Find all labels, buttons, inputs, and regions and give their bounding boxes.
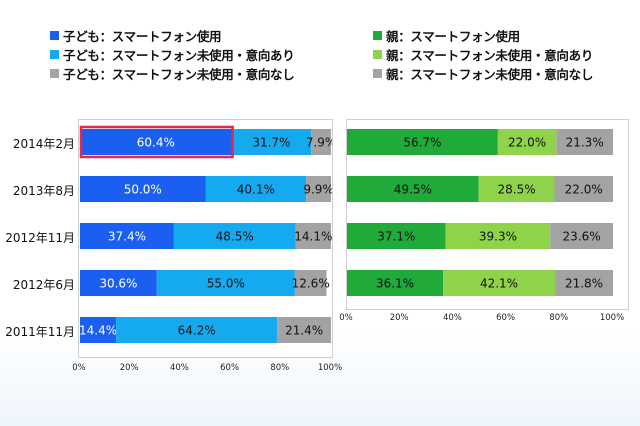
value-label: 60.4% bbox=[137, 136, 175, 150]
bar-segment bbox=[80, 317, 117, 343]
legend-item: 親：スマートフォン未使用・意向なし bbox=[373, 64, 593, 83]
bar-segment bbox=[116, 317, 278, 343]
legend-item: 子ども：スマートフォン未使用・意向あり bbox=[50, 45, 295, 64]
value-label: 50.0% bbox=[124, 183, 162, 197]
x-tick-label: 40% bbox=[169, 363, 189, 373]
x-tick-label: 40% bbox=[442, 313, 462, 323]
value-label: 30.6% bbox=[99, 277, 137, 291]
value-label: 42.1% bbox=[480, 277, 518, 291]
value-label: 22.0% bbox=[565, 183, 603, 197]
category-label: 2012年6月 bbox=[12, 278, 75, 292]
legend-swatch bbox=[50, 69, 59, 78]
value-label: 21.3% bbox=[566, 136, 604, 150]
value-label: 12.6% bbox=[292, 277, 330, 291]
legend-right: 親：スマートフォン使用 親：スマートフォン未使用・意向あり 親：スマートフォン未… bbox=[373, 26, 593, 83]
bar-segment bbox=[347, 176, 479, 202]
legend-swatch bbox=[373, 69, 382, 78]
value-label: 40.1% bbox=[237, 183, 275, 197]
value-label: 37.1% bbox=[377, 230, 415, 244]
value-label: 14.4% bbox=[79, 324, 117, 338]
bar-segment bbox=[306, 176, 331, 202]
bar-segment bbox=[231, 129, 312, 155]
legend-item: 親：スマートフォン未使用・意向あり bbox=[373, 45, 593, 64]
legend-swatch bbox=[50, 31, 59, 40]
legend-label: 親：スマートフォン未使用・意向なし bbox=[386, 67, 594, 82]
bar-segment bbox=[347, 223, 446, 249]
legend-left: 子ども：スマートフォン使用 子ども：スマートフォン未使用・意向あり 子ども：スマ… bbox=[50, 26, 295, 83]
x-tick-label: 60% bbox=[220, 363, 240, 373]
bar-segment bbox=[555, 270, 613, 296]
chart-parents-svg: 56.7% 22.0% 21.3% 49.5% 28.5% 22.0% 37.1% 39.3%… bbox=[347, 129, 613, 296]
bar-segment bbox=[478, 176, 555, 202]
bar-segment bbox=[295, 223, 331, 249]
value-label: 7.9% bbox=[306, 136, 332, 150]
value-label: 56.7% bbox=[403, 136, 441, 150]
legend-label: 親：スマートフォン使用 bbox=[386, 29, 520, 44]
legend-swatch bbox=[50, 50, 59, 59]
x-tick-label: 100% bbox=[599, 313, 625, 323]
bar-segment bbox=[550, 223, 613, 249]
value-label: 28.5% bbox=[498, 183, 536, 197]
value-label: 64.2% bbox=[178, 324, 216, 338]
bar-segment bbox=[347, 270, 444, 296]
bar-segment bbox=[554, 176, 613, 202]
value-label: 14.1% bbox=[294, 230, 332, 244]
value-label: 55.0% bbox=[207, 277, 245, 291]
bar-segment bbox=[277, 317, 331, 343]
value-label: 21.4% bbox=[285, 324, 323, 338]
x-tick-label: 100% bbox=[317, 363, 343, 373]
value-label: 48.5% bbox=[216, 230, 254, 244]
chart-parents-panel: 56.7% 22.0% 21.3% 49.5% 28.5% 22.0% 37.1% 39.3%… bbox=[346, 119, 629, 310]
bar-segment bbox=[80, 223, 174, 249]
bar-segment bbox=[445, 223, 551, 249]
highlight-box bbox=[79, 125, 234, 159]
category-label: 2011年11月 bbox=[5, 325, 75, 339]
bar-segment bbox=[80, 176, 206, 202]
legend-swatch bbox=[373, 50, 382, 59]
chart-children-svg: 60.4% 31.7% 7.9% 50.0% 40.1% 9.9% 37.4% 48.5% 14… bbox=[79, 125, 332, 343]
bar-segment bbox=[294, 270, 327, 296]
legend-item: 子ども：スマートフォン未使用・意向なし bbox=[50, 64, 295, 83]
value-label: 36.1% bbox=[376, 277, 414, 291]
x-tick-label: 0% bbox=[339, 313, 353, 323]
category-label: 2014年2月 bbox=[12, 137, 75, 151]
value-label: 21.8% bbox=[565, 277, 603, 291]
bar-segment bbox=[556, 129, 613, 155]
x-tick-label: 80% bbox=[270, 363, 290, 373]
legend-label: 子ども：スマートフォン未使用・意向あり bbox=[63, 48, 295, 63]
category-label: 2013年8月 bbox=[12, 184, 75, 198]
x-tick-label: 0% bbox=[72, 363, 86, 373]
legend-label: 子ども：スマートフォン未使用・意向なし bbox=[63, 67, 295, 82]
bar-segment bbox=[80, 270, 157, 296]
x-tick-label: 60% bbox=[496, 313, 516, 323]
bar-segment bbox=[173, 223, 296, 249]
x-tick-label: 20% bbox=[389, 313, 409, 323]
value-label: 39.3% bbox=[479, 230, 517, 244]
bar-segment bbox=[156, 270, 295, 296]
value-label: 22.0% bbox=[508, 136, 546, 150]
legend-item: 子ども：スマートフォン使用 bbox=[50, 26, 294, 45]
legend-swatch bbox=[373, 31, 382, 40]
value-label: 31.7% bbox=[252, 136, 290, 150]
value-label: 23.6% bbox=[563, 230, 601, 244]
bar-segment bbox=[443, 270, 556, 296]
legend-label: 子ども：スマートフォン使用 bbox=[63, 29, 222, 44]
chart-children-panel: 60.4% 31.7% 7.9% 50.0% 40.1% 9.9% 37.4% 48.5% 14… bbox=[78, 119, 333, 358]
bar-segment bbox=[311, 129, 331, 155]
x-tick-label: 80% bbox=[549, 313, 569, 323]
value-label: 37.4% bbox=[108, 230, 146, 244]
value-label: 9.9% bbox=[303, 183, 332, 197]
value-label: 49.5% bbox=[394, 183, 432, 197]
bar-segment bbox=[497, 129, 557, 155]
category-label: 2012年11月 bbox=[5, 231, 75, 245]
x-tick-label: 20% bbox=[119, 363, 139, 373]
legend-label: 親：スマートフォン未使用・意向あり bbox=[386, 48, 594, 63]
bar-segment bbox=[205, 176, 307, 202]
bar-segment bbox=[80, 129, 232, 155]
legend-item: 親：スマートフォン使用 bbox=[373, 26, 593, 45]
bar-segment bbox=[347, 129, 498, 155]
